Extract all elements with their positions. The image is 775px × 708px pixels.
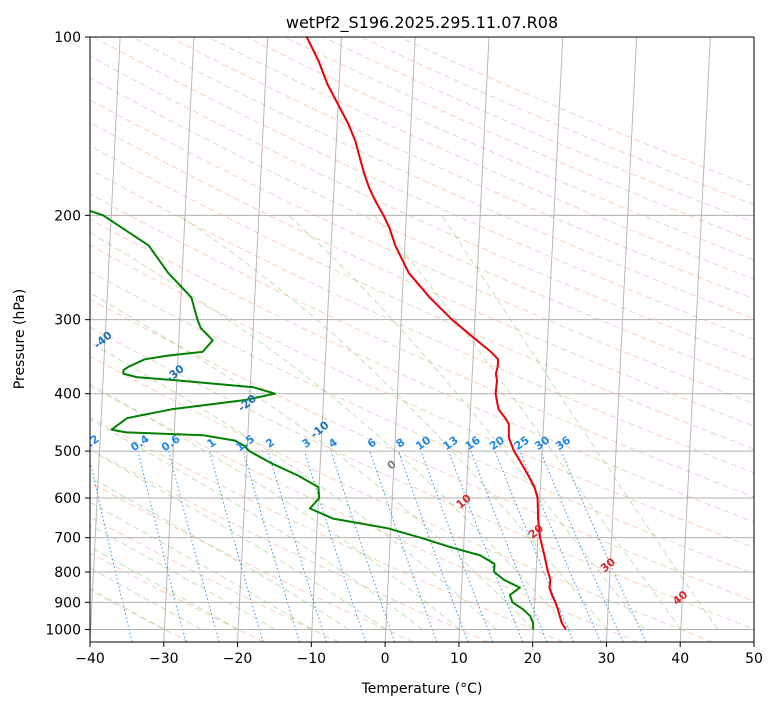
x-tick-label: 50 <box>745 651 763 667</box>
moist-adiabat-line <box>90 501 313 630</box>
mixing-ratio-line <box>369 450 438 642</box>
isotherm-line <box>90 37 121 642</box>
dry-adiabat-line <box>90 55 754 361</box>
isotherm-line <box>679 37 711 642</box>
moist-adiabat-line <box>441 215 719 630</box>
chart-title: wetPf2_S196.2025.295.11.07.R08 <box>286 13 558 33</box>
x-tick-label: 20 <box>524 651 542 667</box>
x-axis-label: Temperature (°C) <box>361 681 483 697</box>
isotherm-line <box>458 37 490 642</box>
dry-adiabat-line <box>90 355 713 642</box>
mixing-ratio-line <box>539 450 624 642</box>
moist-adiabat-line <box>90 546 239 630</box>
dry-adiabat-line <box>90 589 190 642</box>
mixing-ratio-line <box>168 450 220 642</box>
y-tick-label: 100 <box>54 30 81 46</box>
mixing-ratio-line <box>494 450 574 642</box>
moist-adiabat-line <box>288 214 645 630</box>
mixing-ratio-line <box>303 450 367 642</box>
plot-area: -100-90-80-70-60-50-40-30-20-10010203040… <box>78 37 754 642</box>
moist-adiabat-line <box>90 341 497 630</box>
x-tick-label: −30 <box>149 651 179 667</box>
y-axis-ticks: 100 200 300 400 500 600 700 800 900 1000 <box>45 30 90 638</box>
isotherms <box>90 37 754 642</box>
dry-adiabat-line <box>90 218 754 523</box>
isotherm-line <box>384 37 416 642</box>
dry-adiabat-line <box>90 385 638 642</box>
mixing-ratio-line <box>90 458 133 642</box>
moist-adiabat-line <box>90 524 276 630</box>
x-tick-label: −40 <box>75 651 105 667</box>
moist-adiabat-line <box>90 418 423 630</box>
x-tick-label: 10 <box>450 651 468 667</box>
dewpoint-profile <box>90 209 535 630</box>
y-tick-label: 900 <box>54 595 81 611</box>
y-tick-label: 300 <box>54 313 81 329</box>
dry-adiabat-line <box>90 416 564 642</box>
sounding-series <box>90 37 567 630</box>
x-axis-ticks: −40 −30 −20 −10 0 10 20 30 40 50 <box>75 642 763 667</box>
dry-adiabat-line <box>90 448 489 642</box>
x-tick-label: 30 <box>598 651 616 667</box>
mixing-ratio-line <box>242 450 301 642</box>
plot-frame <box>89 36 755 643</box>
moist-adiabat-line <box>90 449 386 630</box>
y-tick-label: 500 <box>54 444 81 460</box>
mixing-ratio-label: 0.2 <box>78 432 101 454</box>
mixing-ratio-line <box>470 450 548 642</box>
dry-adiabat-line <box>90 122 754 427</box>
mixing-ratio-lines <box>90 450 647 642</box>
mixing-ratio-line <box>267 450 327 642</box>
isotherm-line <box>532 37 564 642</box>
y-tick-label: 200 <box>54 208 81 224</box>
dry-adiabat-line <box>90 193 754 498</box>
isotherm-line <box>237 37 269 642</box>
y-tick-label: 1000 <box>45 622 81 638</box>
mixing-ratio-line <box>137 450 187 642</box>
isotherm-line <box>163 37 195 642</box>
x-tick-label: −20 <box>223 651 253 667</box>
x-tick-label: 40 <box>671 651 689 667</box>
y-tick-label: 400 <box>54 387 81 403</box>
x-tick-label: −10 <box>297 651 327 667</box>
dry-adiabat-line <box>90 326 754 630</box>
y-tick-label: 700 <box>54 531 81 547</box>
mixing-ratio-line <box>398 450 469 642</box>
temperature-profile <box>305 37 567 630</box>
mixing-ratio-line <box>209 450 264 642</box>
x-tick-label: 0 <box>381 651 390 667</box>
dry-adiabat-line <box>169 37 754 300</box>
isotherm-line <box>310 37 342 642</box>
isotherm-line <box>605 37 638 642</box>
dry-adiabat-line <box>90 552 265 642</box>
mixing-ratio-line <box>420 450 494 642</box>
y-tick-label: 600 <box>54 491 81 507</box>
mixing-ratio-line <box>448 450 524 642</box>
y-tick-label: 800 <box>54 565 81 581</box>
y-axis-label: Pressure (hPa) <box>12 289 28 389</box>
